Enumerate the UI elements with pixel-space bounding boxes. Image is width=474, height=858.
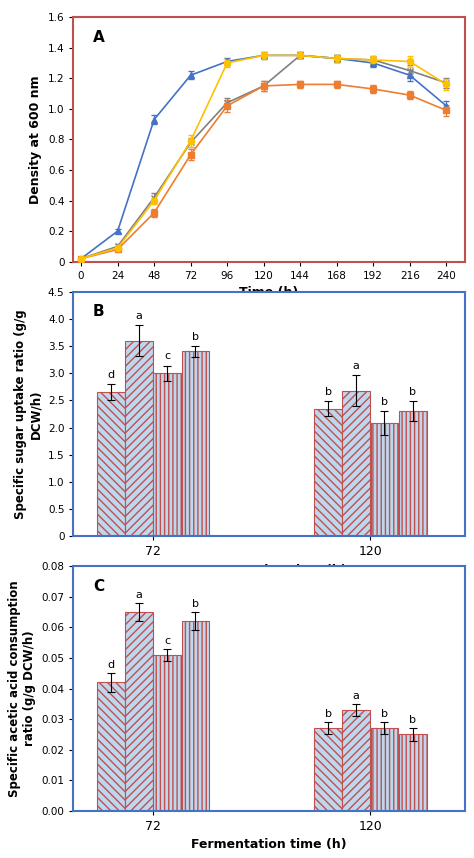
Text: b: b	[381, 397, 388, 407]
Y-axis label: Specific sugar uptake ratio (g/g
DCW/h): Specific sugar uptake ratio (g/g DCW/h)	[14, 309, 42, 519]
Bar	[314, 408, 342, 536]
Bar	[97, 392, 125, 536]
Text: b: b	[381, 709, 388, 719]
Y-axis label: Density at 600 nm: Density at 600 nm	[29, 76, 42, 203]
Text: b: b	[325, 709, 331, 719]
Bar	[371, 423, 398, 536]
Text: C: C	[93, 579, 104, 594]
Text: b: b	[325, 387, 331, 397]
Bar	[154, 373, 181, 536]
Text: d: d	[107, 370, 114, 380]
X-axis label: Fermentation time (h): Fermentation time (h)	[191, 564, 347, 577]
X-axis label: Fermentation time (h): Fermentation time (h)	[191, 838, 347, 851]
Bar	[125, 341, 153, 536]
Text: a: a	[353, 691, 360, 701]
Text: b: b	[192, 599, 199, 609]
Text: a: a	[136, 311, 143, 321]
Text: c: c	[164, 636, 170, 646]
Text: a: a	[136, 590, 143, 600]
Text: c: c	[164, 351, 170, 361]
Bar	[343, 390, 370, 536]
Bar	[182, 352, 209, 536]
Text: b: b	[409, 716, 416, 725]
Bar	[343, 710, 370, 811]
Bar	[125, 612, 153, 811]
Bar	[182, 621, 209, 811]
Bar	[314, 728, 342, 811]
Bar	[154, 655, 181, 811]
Y-axis label: Specific acetic acid consumption
ratio (g/g DCW/h): Specific acetic acid consumption ratio (…	[8, 580, 36, 797]
Text: b: b	[192, 332, 199, 341]
Bar	[399, 411, 427, 536]
Text: A: A	[93, 30, 105, 45]
Text: a: a	[353, 361, 360, 371]
X-axis label: Time (h): Time (h)	[239, 287, 299, 299]
Bar	[97, 682, 125, 811]
Bar	[399, 734, 427, 811]
Text: b: b	[409, 387, 416, 397]
Bar	[371, 728, 398, 811]
Text: d: d	[107, 660, 114, 670]
Text: B: B	[93, 305, 105, 319]
